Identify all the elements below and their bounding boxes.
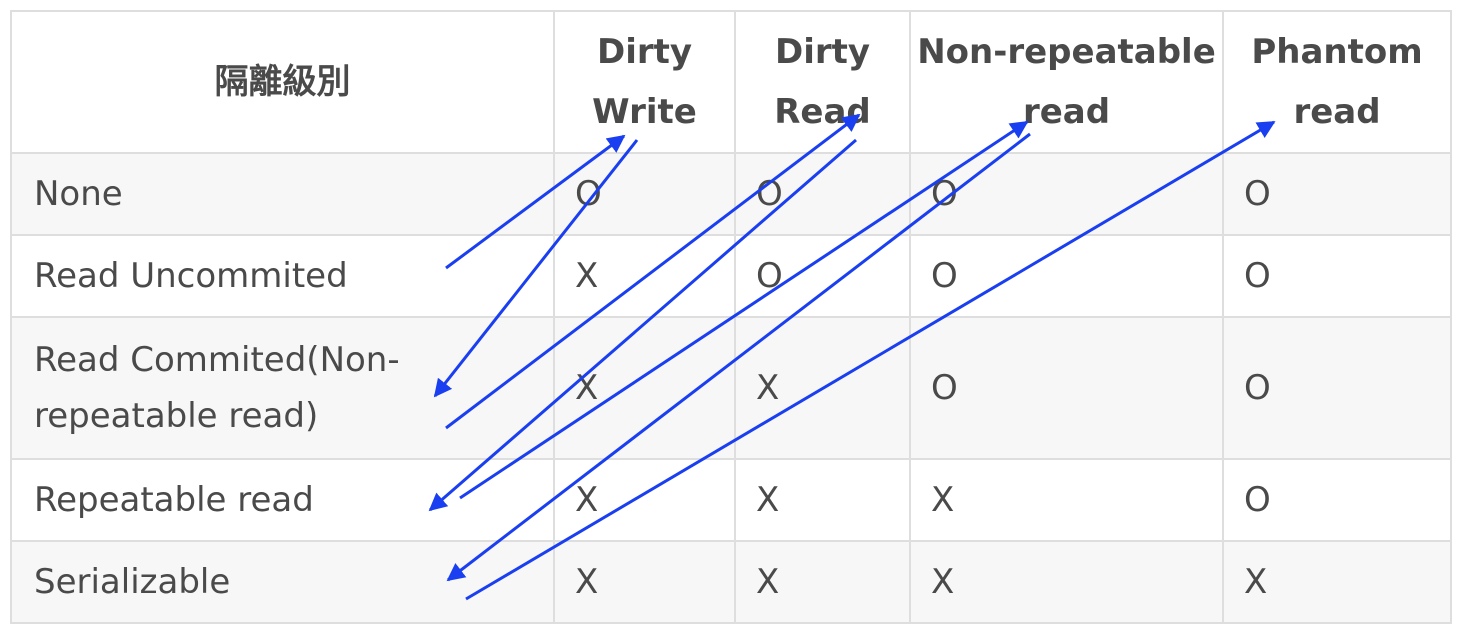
level-name: None <box>10 152 555 236</box>
header-dirty-write: Dirty Write <box>553 10 736 154</box>
level-name: Read Commited(Non-repeatable read) <box>10 316 555 460</box>
level-name: Serializable <box>10 540 555 624</box>
cell-non-repeatable-read: X <box>909 540 1224 624</box>
cell-dirty-read: X <box>734 458 911 542</box>
level-name: Read Uncommited <box>10 234 555 318</box>
cell-non-repeatable-read: O <box>909 234 1224 318</box>
cell-dirty-read: O <box>734 152 911 236</box>
table-row: Repeatable read X X X O <box>10 458 1452 542</box>
cell-non-repeatable-read: O <box>909 152 1224 236</box>
table-row: Serializable X X X X <box>10 540 1452 624</box>
cell-phantom-read: O <box>1222 234 1452 318</box>
cell-non-repeatable-read: O <box>909 316 1224 460</box>
table-row: None O O O O <box>10 152 1452 236</box>
cell-dirty-write: O <box>553 152 736 236</box>
table-row: Read Uncommited X O O O <box>10 234 1452 318</box>
cell-dirty-write: X <box>553 234 736 318</box>
isolation-level-table: 隔離級別 Dirty Write Dirty Read Non-repeatab… <box>10 10 1452 624</box>
cell-phantom-read: O <box>1222 316 1452 460</box>
cell-phantom-read: O <box>1222 458 1452 542</box>
cell-dirty-write: X <box>553 316 736 460</box>
header-dirty-read: Dirty Read <box>734 10 911 154</box>
table-row: Read Commited(Non-repeatable read) X X O… <box>10 316 1452 460</box>
cell-phantom-read: O <box>1222 152 1452 236</box>
cell-dirty-read: X <box>734 316 911 460</box>
cell-dirty-write: X <box>553 458 736 542</box>
table-header-row: 隔離級別 Dirty Write Dirty Read Non-repeatab… <box>10 10 1452 154</box>
header-isolation-level: 隔離級別 <box>10 10 555 154</box>
cell-phantom-read: X <box>1222 540 1452 624</box>
cell-dirty-read: X <box>734 540 911 624</box>
cell-dirty-write: X <box>553 540 736 624</box>
cell-non-repeatable-read: X <box>909 458 1224 542</box>
header-non-repeatable-read: Non-repeatable read <box>909 10 1224 154</box>
level-name: Repeatable read <box>10 458 555 542</box>
cell-dirty-read: O <box>734 234 911 318</box>
header-phantom-read: Phantom read <box>1222 10 1452 154</box>
